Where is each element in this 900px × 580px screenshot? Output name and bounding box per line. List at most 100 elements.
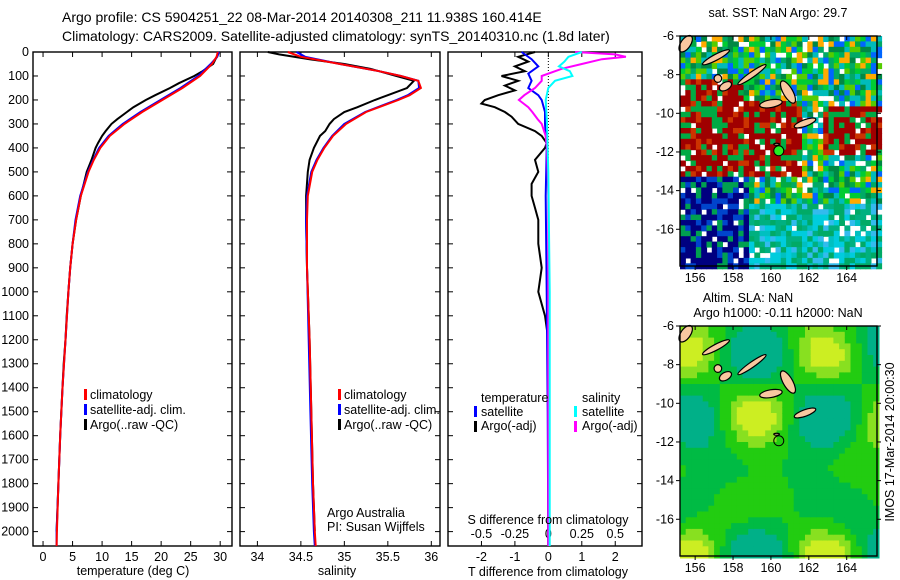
- map-cell: [748, 378, 755, 385]
- map-cell: [793, 436, 800, 443]
- map-cell: [695, 182, 702, 189]
- map-cell: [691, 436, 698, 443]
- map-cell: [759, 203, 766, 210]
- map-cell: [844, 57, 851, 64]
- map-cell: [725, 407, 732, 414]
- map-cell: [827, 505, 835, 513]
- map-cell: [743, 36, 750, 42]
- legend-label: climatology: [90, 388, 153, 402]
- map-cell: [796, 84, 803, 91]
- map-cell: [691, 499, 698, 507]
- map-cell: [855, 182, 861, 189]
- map-cell: [733, 236, 739, 243]
- map-cell: [722, 95, 729, 102]
- map-cell: [680, 552, 687, 559]
- map-cell: [685, 499, 692, 507]
- map-cell: [839, 389, 846, 397]
- map-cell: [690, 165, 697, 172]
- map-cell: [856, 534, 863, 542]
- map-cell: [717, 63, 723, 70]
- map-cell: [743, 106, 750, 113]
- map-cell: [706, 171, 713, 178]
- map-cell: [680, 257, 686, 264]
- map-cell: [833, 534, 840, 542]
- map-cell: [799, 389, 806, 397]
- map-cell: [876, 41, 883, 48]
- map-cell: [702, 366, 709, 373]
- map-cell: [786, 198, 792, 205]
- map-cell: [828, 90, 835, 97]
- map-cell: [691, 372, 698, 379]
- map-cell: [856, 407, 863, 414]
- map-cell: [861, 355, 869, 362]
- map-cell: [722, 176, 729, 183]
- map-cell: [691, 378, 698, 385]
- map-cell: [856, 546, 863, 553]
- map-cell: [776, 471, 783, 478]
- map-cell: [764, 95, 771, 102]
- map-cell: [764, 230, 771, 237]
- map-cell: [701, 144, 708, 151]
- map-cell: [839, 436, 846, 443]
- map-cell: [765, 407, 772, 414]
- map-cell: [805, 465, 812, 472]
- map-cell: [833, 488, 840, 495]
- map-cell: [823, 241, 830, 248]
- map-cell: [702, 424, 709, 431]
- map-cell: [742, 540, 749, 547]
- map-cell: [827, 511, 835, 518]
- map-cell: [865, 52, 872, 59]
- sla-map-title-2: Argo h1000: -0.11 h2000: NaN: [693, 306, 862, 320]
- map-cell: [770, 528, 778, 536]
- map-cell: [791, 117, 798, 124]
- map-cell: [776, 459, 783, 466]
- map-cell: [690, 90, 697, 97]
- map-cell: [685, 144, 692, 151]
- map-cell: [839, 73, 845, 80]
- x-tick-label: 0: [545, 550, 552, 564]
- map-cell: [799, 523, 806, 530]
- map-cell: [833, 499, 840, 507]
- map-cell: [685, 182, 692, 189]
- map-cell: [802, 230, 808, 237]
- map-cell: [828, 128, 835, 134]
- map-cell: [742, 528, 749, 536]
- map-cell: [695, 122, 702, 129]
- map-cell: [828, 252, 835, 259]
- map-cell: [695, 165, 702, 172]
- map-cell: [802, 241, 808, 248]
- map-cell: [736, 488, 744, 495]
- map-cell: [695, 198, 702, 205]
- map-cell: [690, 241, 697, 248]
- y-tick-label: 100: [8, 69, 29, 83]
- map-cell: [685, 225, 692, 232]
- map-cell: [822, 552, 829, 559]
- map-cell: [701, 41, 708, 48]
- map-cell: [685, 355, 692, 362]
- map-cell: [805, 372, 812, 379]
- map-cell: [775, 90, 782, 97]
- map-cell: [839, 540, 846, 547]
- map-cell: [722, 257, 729, 264]
- map-cell: [776, 476, 783, 484]
- map-cell: [855, 230, 861, 237]
- map-cell: [680, 252, 686, 259]
- map-cell: [701, 128, 708, 134]
- map-cell: [759, 413, 766, 420]
- map-cell: [807, 111, 814, 118]
- map-cell: [855, 214, 861, 221]
- map-cell: [719, 355, 727, 362]
- map-cell: [839, 63, 845, 70]
- map-cell: [865, 176, 872, 183]
- lon-tick-label: 162: [798, 561, 819, 575]
- map-cell: [749, 236, 755, 243]
- map-cell: [685, 192, 692, 199]
- map-cell: [691, 528, 698, 536]
- map-cell: [807, 236, 814, 243]
- map-cell: [738, 149, 745, 156]
- map-cell: [722, 68, 729, 75]
- map-cell: [833, 349, 840, 356]
- map-cell: [697, 476, 704, 484]
- map-cell: [733, 73, 739, 80]
